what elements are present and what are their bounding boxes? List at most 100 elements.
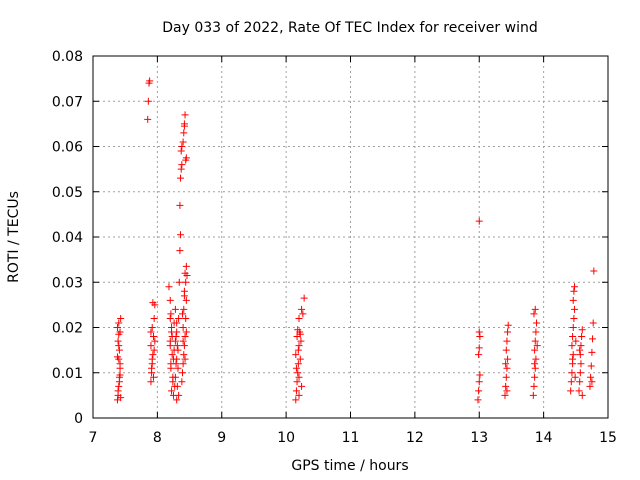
data-point [179,360,187,368]
x-tick-label: 7 [89,430,98,446]
data-point [178,161,186,169]
data-point [177,174,185,182]
data-point [180,305,188,313]
data-point [295,342,303,350]
data-point [176,247,184,255]
data-point [567,387,575,395]
data-point [476,371,484,379]
data-point [503,337,511,345]
data-point [115,342,123,350]
data-point [578,333,586,341]
data-point [300,294,308,302]
data-point [589,335,597,343]
data-point [567,378,575,386]
data-point [530,310,538,318]
data-point [475,378,483,386]
data-point [148,324,156,331]
y-tick-label: 0.05 [52,185,83,201]
data-point [502,346,510,354]
data-point [172,333,180,341]
y-tick-label: 0.01 [52,366,83,382]
data-point [117,394,125,402]
data-point [175,314,183,322]
data-point [532,328,540,336]
y-tick-label: 0 [74,411,83,427]
data-point [180,129,188,137]
data-point [294,326,302,334]
data-point [569,355,577,363]
data-point [503,364,511,372]
data-point [502,360,510,368]
data-point [147,328,155,336]
data-point [295,391,303,399]
data-point [172,360,180,368]
data-point [577,360,585,368]
data-point [590,267,598,275]
data-point [144,115,152,123]
x-tick-label: 14 [535,430,553,446]
data-point [115,330,123,338]
data-point [475,387,483,395]
y-tick-label: 0.08 [52,49,83,65]
data-point [531,373,539,381]
data-point [531,364,539,372]
data-point [183,271,191,279]
data-point [502,373,510,381]
data-point [531,346,539,354]
data-point [298,382,306,390]
data-point [115,378,123,386]
data-point [171,305,179,313]
data-point [575,387,583,395]
data-point [475,217,483,225]
data-point [182,296,190,304]
data-point [168,351,176,359]
data-point [149,351,157,359]
data-point [531,337,539,345]
data-point [146,77,154,85]
data-point [181,111,189,119]
data-point [578,326,586,334]
data-point [569,324,577,331]
data-point [475,351,483,359]
data-point [502,382,510,390]
data-point [175,278,183,286]
points-layer [113,77,598,404]
data-point [571,305,579,313]
data-point [174,364,182,372]
data-point [533,319,541,327]
data-point [504,321,512,329]
data-point [568,369,576,377]
data-point [292,387,300,395]
ticks-layer: 7 8 9 10 11 12 13 14 15 0 0.01 0.02 0.03 0.04 0.05 0.06… [52,49,617,446]
data-point [151,337,159,345]
data-point [292,396,300,404]
data-point [182,328,190,336]
data-point [569,333,577,341]
data-point [171,337,179,345]
data-point [113,353,121,361]
data-point [144,97,152,105]
data-point [148,364,156,372]
data-point [116,371,124,379]
data-point [294,360,302,368]
data-point [178,310,186,318]
data-point [180,122,188,130]
data-point [173,355,181,363]
x-tick-label: 13 [470,430,488,446]
data-point [147,378,155,386]
data-point [177,165,185,173]
data-point [501,391,509,399]
data-point [576,369,584,377]
y-tick-label: 0.03 [52,275,83,291]
data-point [177,231,185,239]
x-tick-label: 15 [599,430,617,446]
y-tick-label: 0.02 [52,321,83,337]
data-point [166,296,174,304]
data-point [178,143,186,150]
data-point [173,342,181,350]
data-point [587,373,595,381]
data-point [113,324,121,331]
data-point [180,342,188,350]
data-point [179,138,187,146]
